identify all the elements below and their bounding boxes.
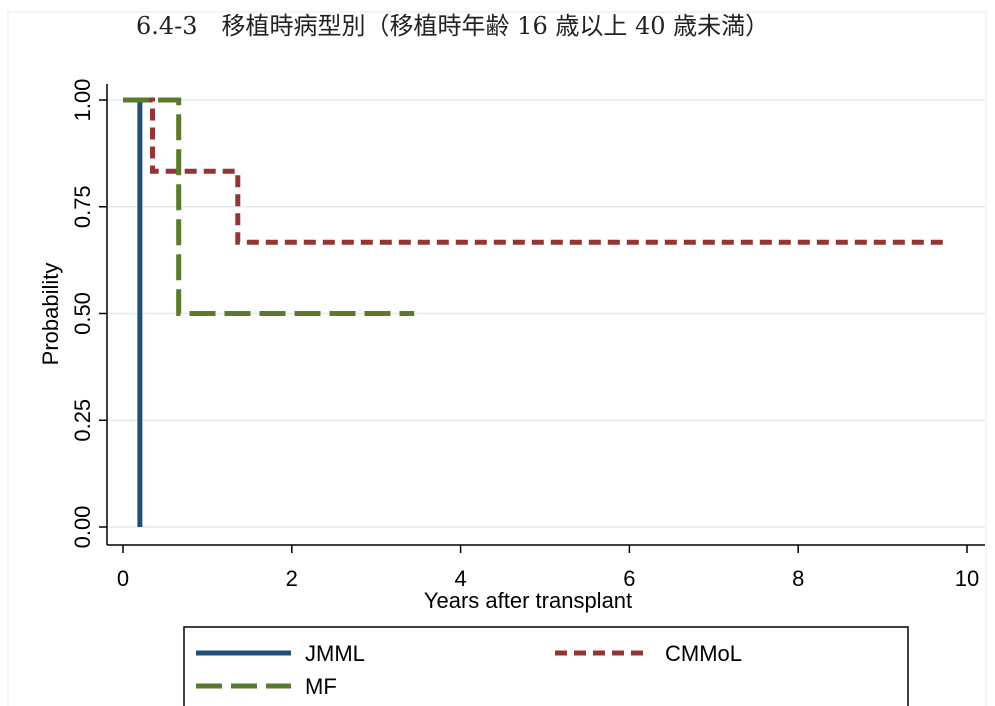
y-tick-label-3: 0.75 — [70, 185, 95, 228]
series-lines — [123, 97, 946, 527]
x-tick-label-0: 0 — [117, 566, 129, 591]
x-tick-label-4: 8 — [792, 566, 804, 591]
y-tick-label-0: 0.00 — [70, 506, 95, 549]
y-tick-label-2: 0.50 — [70, 292, 95, 335]
legend-label-mf: MF — [305, 674, 337, 699]
legend: JMML CMMoL MF — [196, 641, 742, 699]
legend-label-jmml: JMML — [305, 641, 365, 666]
x-axis-title: Years after transplant — [424, 588, 632, 613]
x-tick-label-5: 10 — [955, 566, 979, 591]
legend-box — [183, 626, 909, 706]
x-tick-label-2: 4 — [454, 566, 466, 591]
y-axis-title: Probability — [38, 263, 63, 366]
legend-label-cmmol: CMMoL — [665, 641, 742, 666]
series-line-mf — [123, 97, 415, 316]
plot-area — [107, 84, 985, 545]
grid-lines — [107, 99, 985, 528]
outer-frame — [7, 11, 987, 706]
y-tick-label-4: 1.00 — [70, 79, 95, 122]
x-tick-label-1: 2 — [286, 566, 298, 591]
axes: 0.00 0.25 0.50 0.75 1.00 0 2 4 6 8 10 — [70, 79, 985, 591]
x-tick-label-3: 6 — [623, 566, 635, 591]
chart-caption: 6.4-3 移植時病型別（移植時年齢 16 歳以上 40 歳未満） — [136, 12, 769, 40]
y-tick-label-1: 0.25 — [70, 399, 95, 442]
